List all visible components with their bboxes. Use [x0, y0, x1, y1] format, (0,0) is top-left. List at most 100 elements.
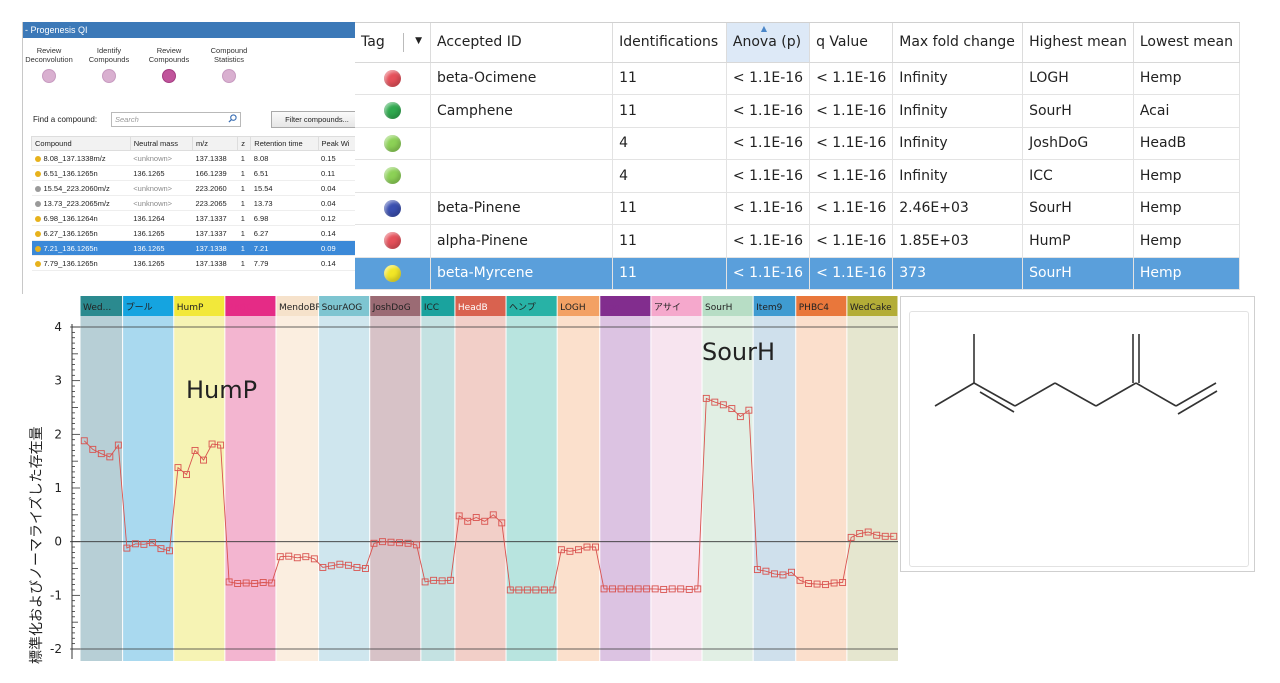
- data-point: [643, 585, 651, 593]
- column-header-accepted-id[interactable]: Accepted ID: [430, 23, 614, 63]
- tag-cell[interactable]: [355, 192, 432, 225]
- compound-list-cell-neutral: 136.1265: [130, 255, 193, 271]
- table-cell-id: alpha-Pinene: [430, 224, 614, 258]
- tag-dot-icon: [384, 69, 402, 87]
- search-input[interactable]: Search: [111, 112, 241, 127]
- tag-filter-dropdown-icon[interactable]: ▼: [415, 36, 423, 46]
- table-cell-low: HeadB: [1133, 127, 1241, 160]
- column-header-anova[interactable]: Anova (p) ▲: [726, 23, 811, 63]
- compound-list-cell-rt: 8.08: [250, 150, 319, 166]
- table-cell-q: < 1.1E-16: [809, 127, 894, 160]
- search-icon[interactable]: [228, 114, 237, 123]
- cell-text: 6.51_136.1265n: [43, 168, 98, 178]
- cell-text: 223.2065: [195, 198, 227, 208]
- data-point: [157, 545, 165, 553]
- compound-list-header[interactable]: Compound: [31, 136, 131, 151]
- cell-text: 15.54: [253, 183, 273, 193]
- cell-text: 0.14: [321, 228, 336, 238]
- compound-list-row[interactable]: 8.08_137.1338m/z <unknown> 137.1338 1 8.08 0.…: [31, 150, 361, 166]
- table-row[interactable]: beta-Ocimene 11 < 1.1E-16 < 1.1E-16 Infinity…: [355, 62, 1241, 95]
- table-cell-ids: 11: [612, 192, 727, 225]
- workflow-step-dot: [102, 69, 116, 83]
- group-band: [506, 316, 558, 661]
- table-row[interactable]: beta-Myrcene 11 < 1.1E-16 < 1.1E-16 373 SourH…: [355, 257, 1241, 290]
- tag-cell[interactable]: [355, 159, 432, 193]
- cell-text: 137.1338: [195, 153, 227, 163]
- tag-cell[interactable]: [355, 224, 432, 258]
- group-band: [275, 316, 319, 661]
- compound-list-header[interactable]: Retention time: [250, 136, 319, 151]
- column-header-tag[interactable]: Tag ▼: [355, 23, 432, 63]
- table-cell-ids: 4: [612, 127, 727, 160]
- table-row[interactable]: 4 < 1.1E-16 < 1.1E-16 Infinity JoshDoG HeadB: [355, 127, 1241, 160]
- tag-cell[interactable]: [355, 257, 432, 290]
- data-point: [259, 579, 267, 586]
- column-header-lowest-mean[interactable]: Lowest mean: [1133, 23, 1241, 63]
- cell-text: 137.1337: [195, 228, 227, 238]
- table-row[interactable]: Camphene 11 < 1.1E-16 < 1.1E-16 Infinity Sour…: [355, 94, 1241, 128]
- compound-list-row[interactable]: 6.27_136.1265n 136.1265 137.1337 1 6.27 0.14: [31, 225, 361, 241]
- compound-list-row[interactable]: 15.54_223.2060m/z <unknown> 223.2060 1 15.54…: [31, 180, 361, 196]
- tag-cell[interactable]: [355, 62, 432, 95]
- workflow-step-compound-statistics[interactable]: Compound Statistics: [199, 46, 259, 83]
- group-band: [557, 316, 600, 661]
- group-band: [122, 316, 174, 661]
- group-header: [123, 296, 174, 316]
- status-dot-icon: [34, 200, 41, 207]
- data-point: [890, 532, 898, 540]
- compound-list-cell-mz: 137.1338: [192, 255, 238, 271]
- table-cell-q: < 1.1E-16: [809, 192, 894, 225]
- data-point: [489, 511, 497, 519]
- compound-list-header[interactable]: Neutral mass: [129, 136, 193, 151]
- compound-list-cell-pw: 0.15: [318, 150, 361, 166]
- compound-list-header[interactable]: Peak Wi: [317, 136, 362, 151]
- column-header-highest-mean[interactable]: Highest mean: [1022, 23, 1134, 63]
- table-row[interactable]: 4 < 1.1E-16 < 1.1E-16 Infinity ICC Hemp: [355, 159, 1241, 193]
- compound-list-row[interactable]: 7.79_136.1265n 136.1265 137.1338 1 7.79 0.14: [31, 255, 361, 271]
- data-point: [183, 471, 190, 479]
- tag-cell[interactable]: [355, 94, 432, 128]
- compound-list-row[interactable]: 6.98_136.1264n 136.1264 137.1337 1 6.98 0.12: [31, 210, 361, 226]
- group-header: [421, 296, 455, 316]
- compound-list-row[interactable]: 13.73_223.2065m/z <unknown> 223.2065 1 13.73…: [31, 195, 361, 211]
- data-point: [856, 530, 864, 538]
- workflow-step-review-deconvolution[interactable]: Review Deconvolution: [19, 46, 79, 83]
- compound-list-header[interactable]: z: [237, 136, 252, 151]
- compound-list-header[interactable]: m/z: [191, 136, 239, 151]
- compound-list-cell-pw: 0.04: [318, 180, 361, 196]
- compound-list-cell-z: 1: [237, 240, 251, 256]
- compound-list-cell-z: 1: [237, 195, 251, 211]
- column-header-identifications[interactable]: Identifications: [612, 23, 727, 63]
- workflow-step-label: Identify Compounds: [88, 46, 130, 64]
- table-cell-ids: 4: [612, 159, 727, 193]
- compound-list-cell-z: 1: [237, 165, 251, 181]
- table-row[interactable]: beta-Pinene 11 < 1.1E-16 < 1.1E-16 2.46E+03 S…: [355, 192, 1241, 225]
- group-header: [506, 296, 557, 316]
- group-header: [174, 296, 225, 316]
- compound-list-cell-pw: 0.04: [318, 195, 361, 211]
- cell-text: 8.08_137.1338m/z: [43, 153, 106, 163]
- compound-list-row[interactable]: 6.51_136.1265n 136.1265 166.1239 1 6.51 0.11: [31, 165, 361, 181]
- data-point: [796, 576, 804, 584]
- data-point: [293, 554, 301, 562]
- workflow-step-identify-compounds[interactable]: Identify Compounds: [79, 46, 139, 83]
- series-line: [83, 397, 894, 591]
- group-header: [702, 296, 753, 316]
- tag-cell[interactable]: [355, 127, 432, 160]
- compound-list-row[interactable]: 7.21_136.1265n 136.1265 137.1338 1 7.21 0.09: [31, 240, 361, 256]
- workflow-step-review-compounds[interactable]: Review Compounds: [139, 46, 199, 83]
- table-cell-id: [430, 159, 614, 193]
- cell-text: 0.12: [321, 213, 336, 223]
- column-header-q-value[interactable]: q Value: [809, 23, 894, 63]
- compound-list-cell-rt: 6.51: [250, 165, 319, 181]
- table-cell-id: beta-Pinene: [430, 192, 614, 225]
- data-point: [344, 561, 352, 569]
- table-row[interactable]: alpha-Pinene 11 < 1.1E-16 < 1.1E-16 1.85E+03…: [355, 224, 1241, 258]
- cell-text: 136.1265: [133, 168, 165, 178]
- group-header-label: SourH: [705, 303, 732, 313]
- group-header-label: ICC: [424, 303, 439, 313]
- compound-list-cell-neutral: <unknown>: [130, 180, 193, 196]
- filter-compounds-button[interactable]: Filter compounds...: [271, 111, 363, 128]
- column-header-max-fold-change[interactable]: Max fold change: [892, 23, 1024, 63]
- data-point: [788, 568, 795, 576]
